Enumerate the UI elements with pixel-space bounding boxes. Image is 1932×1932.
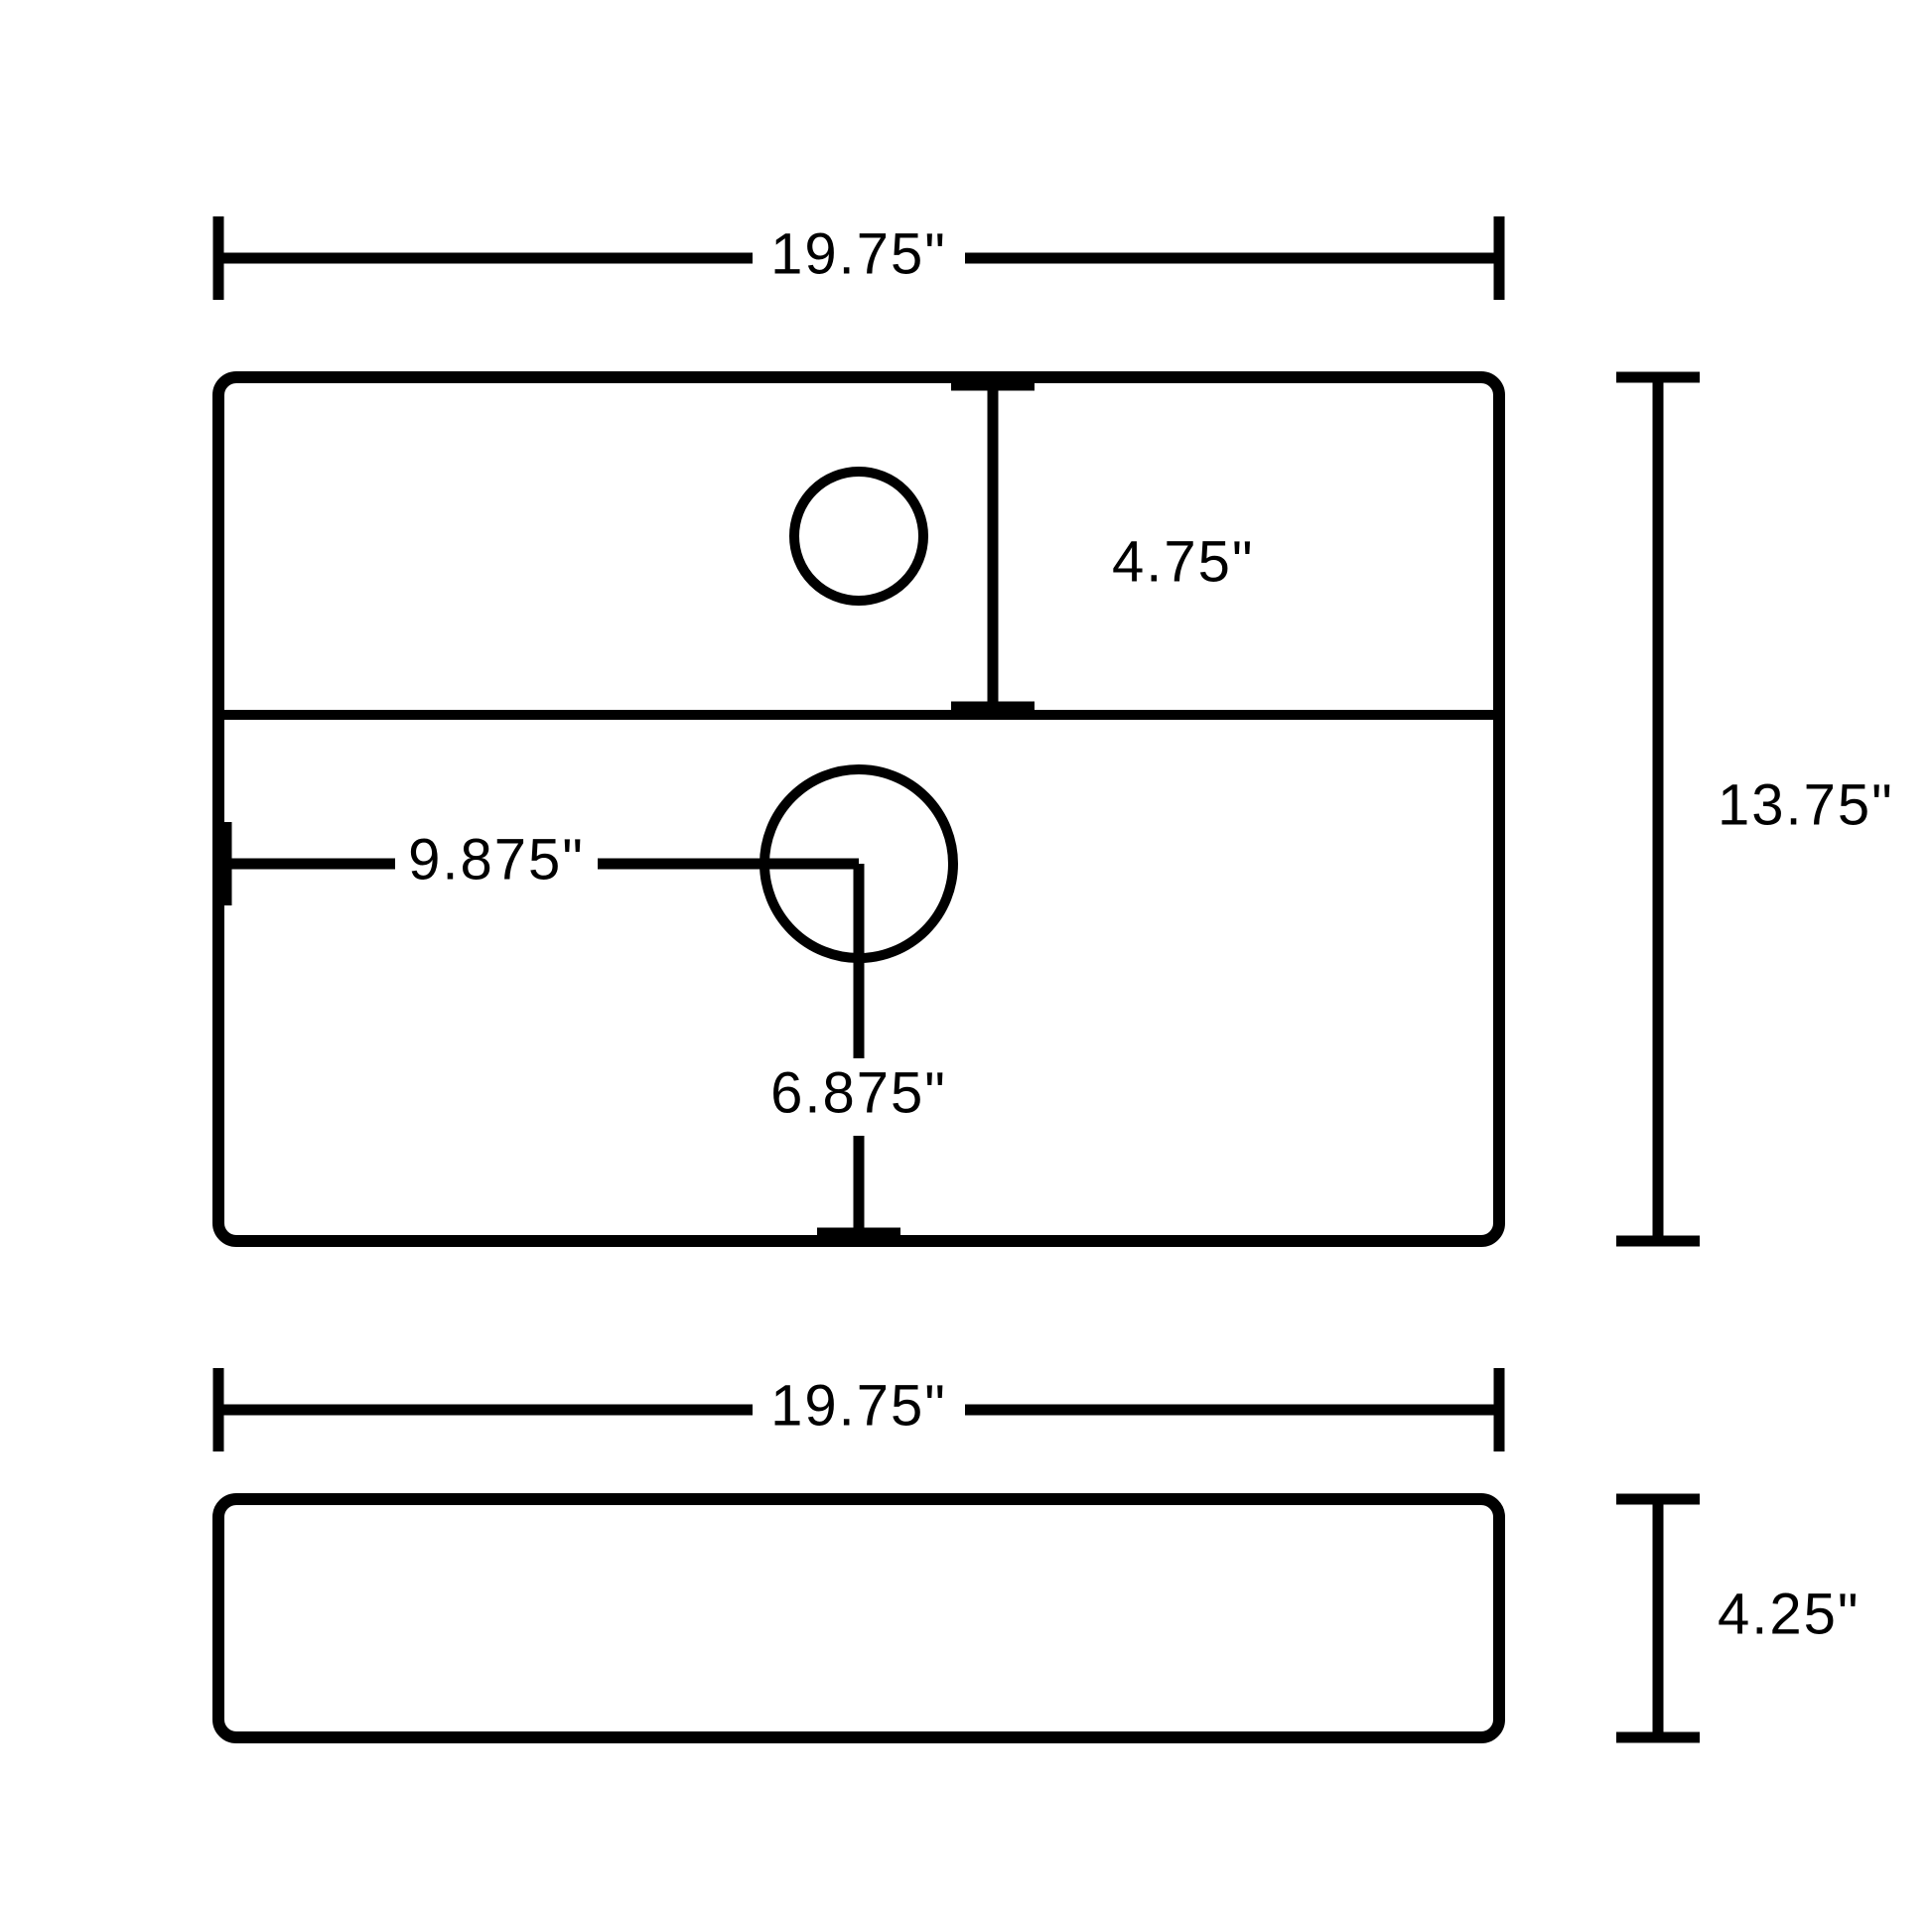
dim-top-height: 13.75" — [1718, 772, 1894, 837]
dim-top-width: 19.75" — [770, 221, 947, 286]
dim-side-height: 4.25" — [1718, 1582, 1860, 1646]
dim-drain-center-x: 9.875" — [408, 827, 585, 892]
dimension-drawing: 19.75" 19.75" 13.75" 4.25" 4.75" 9.875" 6.875" — [0, 0, 1932, 1932]
dim-side-width: 19.75" — [770, 1373, 947, 1438]
faucet-hole — [794, 472, 923, 601]
dim-faucet-depth: 4.75" — [1112, 529, 1254, 594]
dim-drain-center-y: 6.875" — [770, 1060, 947, 1125]
